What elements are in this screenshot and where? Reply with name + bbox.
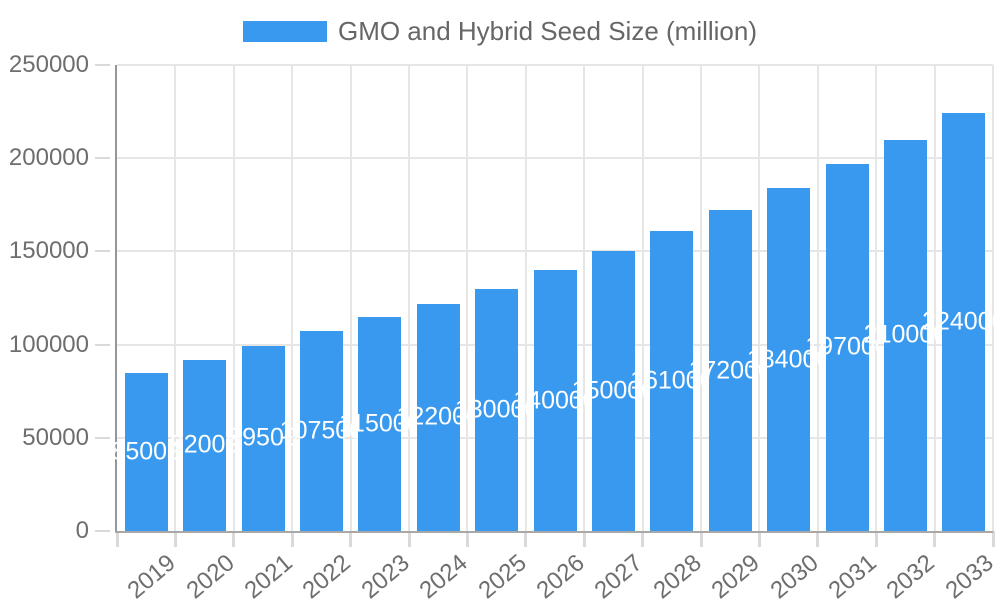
x-tick	[290, 531, 294, 547]
legend-swatch	[242, 21, 327, 42]
gridline-vertical	[408, 65, 410, 531]
x-tick	[816, 531, 820, 547]
y-axis-tick-label: 150000	[8, 237, 89, 265]
x-axis-line	[115, 531, 993, 533]
y-tick	[95, 64, 110, 66]
gridline-vertical	[232, 65, 235, 531]
x-tick	[524, 531, 528, 547]
gridline-vertical	[524, 65, 527, 531]
y-axis-tick-label: 0	[75, 517, 89, 544]
bar	[767, 188, 811, 531]
x-tick	[115, 531, 119, 547]
y-tick	[95, 343, 110, 346]
bar	[475, 288, 519, 531]
x-tick	[232, 531, 236, 547]
x-tick	[465, 531, 469, 547]
x-tick	[641, 531, 645, 547]
x-tick	[407, 531, 411, 547]
bar-value-label: 140000	[513, 386, 597, 415]
gridline-vertical	[291, 65, 294, 531]
x-tick	[933, 531, 937, 547]
gridline-vertical	[758, 65, 761, 531]
y-axis-tick-label: 100000	[8, 330, 89, 358]
gridline-vertical	[816, 65, 819, 531]
y-tick	[95, 157, 110, 160]
y-axis-tick-label: 50000	[22, 423, 89, 451]
bar-value-label: 184000	[746, 345, 831, 373]
bar	[299, 330, 343, 531]
gridline-horizontal	[117, 64, 993, 66]
bar-value-label: 224000	[922, 307, 1000, 336]
bar-value-label: 197000	[805, 332, 889, 361]
gridline-vertical	[992, 65, 994, 531]
bar-value-label: 107500	[279, 416, 364, 445]
bar	[708, 210, 752, 531]
bar-value-label: 172000	[688, 356, 772, 385]
x-axis-tick-label: 2019	[122, 549, 181, 600]
bar-value-label: 161000	[630, 366, 714, 395]
bar	[591, 251, 635, 531]
bar-value-label: 130000	[454, 395, 539, 424]
bar	[416, 303, 460, 531]
y-axis-line	[115, 65, 117, 533]
legend: GMO and Hybrid Seed Size (million)	[0, 16, 1000, 47]
gridline-vertical	[466, 65, 469, 531]
bar	[825, 163, 869, 531]
bar	[883, 139, 927, 531]
bar	[942, 113, 986, 531]
bar	[183, 359, 227, 531]
gridline-vertical	[583, 65, 586, 531]
y-tick	[95, 436, 110, 439]
bar	[124, 372, 168, 531]
x-tick	[173, 531, 177, 547]
gridline-vertical	[349, 65, 352, 531]
bar-value-label: 85000	[111, 437, 181, 466]
bar-value-label: 92000	[169, 430, 240, 459]
bar-value-label: 150000	[571, 376, 656, 405]
x-tick	[582, 531, 586, 547]
gridline-vertical	[700, 65, 702, 531]
x-tick	[699, 531, 703, 547]
bar	[533, 270, 577, 531]
gridline-vertical	[875, 65, 878, 531]
bar-value-label: 99500	[228, 423, 298, 452]
bar-value-label: 210000	[863, 320, 948, 349]
legend-label: GMO and Hybrid Seed Size (million)	[337, 16, 758, 46]
x-tick	[991, 531, 995, 547]
y-axis-tick-label: 200000	[8, 144, 89, 172]
gridline-vertical	[641, 65, 644, 531]
y-tick	[95, 530, 110, 532]
bar-value-label: 115000	[339, 409, 421, 438]
gridline-horizontal	[117, 250, 993, 253]
bar	[650, 230, 694, 531]
y-axis-tick-label: 250000	[8, 51, 89, 78]
bar	[358, 316, 402, 531]
x-tick	[757, 531, 761, 547]
x-tick	[874, 531, 878, 547]
gridline-vertical	[174, 65, 177, 531]
x-tick	[349, 531, 353, 547]
gridline-vertical	[933, 65, 936, 531]
bar-value-label: 122000	[396, 402, 480, 431]
gridline-horizontal	[117, 157, 993, 160]
bar	[241, 345, 285, 531]
y-tick	[95, 250, 110, 253]
